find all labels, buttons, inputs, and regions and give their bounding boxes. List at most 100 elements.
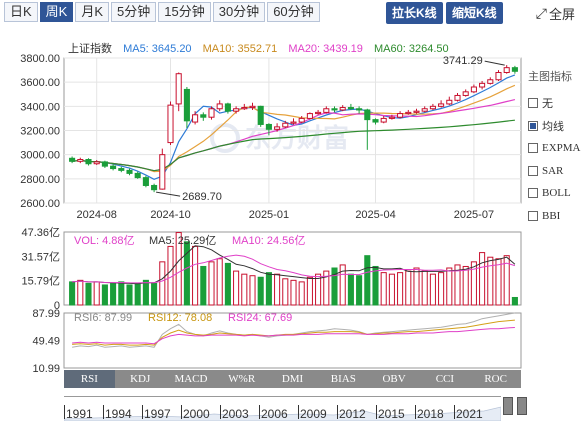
candle-body [315, 111, 322, 115]
tab-kdj[interactable]: KDJ [130, 373, 151, 385]
candle [216, 100, 223, 112]
timeline-tick [337, 405, 338, 419]
indicator-boll[interactable]: BOLL [528, 182, 583, 205]
candle-body [479, 82, 486, 88]
y-tick-label: 2800.00 [20, 174, 60, 186]
candle-body [93, 161, 100, 165]
volume-bar [347, 273, 354, 306]
candle [323, 106, 330, 114]
tab-day[interactable]: 日K [4, 2, 38, 22]
volume-bar [134, 282, 141, 306]
candle-body [159, 154, 166, 190]
volume-bar [446, 267, 453, 306]
candle-body [397, 113, 404, 118]
candle-body [69, 157, 76, 162]
tab-dmi[interactable]: DMI [281, 373, 304, 385]
shorten-candle-button[interactable]: 缩短K线 [446, 2, 503, 24]
indicator-bbi[interactable]: BBI [528, 205, 583, 228]
candle [77, 157, 84, 164]
candle [208, 106, 215, 120]
volume-bar [93, 281, 100, 306]
x-tick-label: 2024-08 [77, 209, 117, 221]
volume-bar [265, 272, 272, 306]
candle-body [388, 116, 395, 119]
candle [470, 84, 477, 94]
candle [306, 112, 313, 120]
rsi-line-rsi6 [72, 312, 515, 348]
volume-bar [142, 279, 149, 306]
candle [397, 111, 404, 119]
fullscreen-button[interactable]: ⤢ 全屏 [536, 4, 575, 23]
volume-bar [126, 284, 133, 306]
candle [282, 120, 289, 129]
timeline-sparkline [64, 406, 501, 421]
tab-30min[interactable]: 30分钟 [212, 2, 266, 22]
candle-body [413, 110, 420, 113]
tab-5min[interactable]: 5分钟 [111, 2, 157, 22]
candle [167, 101, 174, 145]
volume-bar [224, 262, 231, 306]
candle-body [306, 113, 313, 119]
timeline-right-handle[interactable] [517, 397, 527, 415]
candle [315, 109, 322, 115]
candle-body [421, 108, 428, 112]
tab-macd[interactable]: MACD [174, 373, 208, 385]
min-annotation: 2689.70 [182, 191, 222, 203]
candle [151, 183, 158, 193]
history-timeline[interactable]: 1991 1994 1997 2000 2003 2006 2009 2012 2015 2018… [64, 396, 501, 421]
timeline-left-handle[interactable] [503, 397, 513, 415]
candle-body [511, 67, 518, 72]
timeline-year-label: 2000 [183, 407, 210, 421]
tab-bias[interactable]: BIAS [330, 373, 356, 385]
candle [511, 65, 518, 74]
tab-week[interactable]: 周K [39, 2, 74, 22]
candle-body [372, 119, 379, 123]
volume-bar [175, 232, 182, 306]
candle-body [405, 111, 412, 115]
volume-bar [503, 255, 510, 306]
tab-roc[interactable]: ROC [484, 373, 507, 385]
candle-body [77, 159, 84, 162]
volume-bar [323, 270, 330, 306]
tab-15min[interactable]: 15分钟 [158, 2, 211, 22]
timeline-tick [181, 405, 182, 419]
candle-body [257, 105, 264, 125]
indicator-expma[interactable]: EXPMA [528, 137, 583, 160]
candle-body [487, 79, 494, 84]
tab-month[interactable]: 月K [75, 2, 110, 22]
indicator-none[interactable]: 无 [528, 92, 583, 115]
rsi-chart-frame [63, 312, 522, 369]
tab-60min[interactable]: 60分钟 [267, 2, 320, 22]
candle-body [290, 121, 297, 124]
candle [429, 103, 436, 110]
candle-body [208, 108, 215, 118]
indicator-label: EXPMA [542, 142, 581, 155]
indicator-sar[interactable]: SAR [528, 160, 583, 183]
candle-body [110, 165, 117, 170]
tab-rsi[interactable]: RSI [64, 370, 115, 388]
candle [446, 96, 453, 106]
tab-cci[interactable]: CCI [435, 373, 455, 385]
candle [421, 106, 428, 113]
watermark-logo: 东方财富 [210, 123, 349, 154]
vol-ma10-line [72, 254, 516, 284]
timeline-year-label: 2003 [222, 407, 249, 421]
volume-bar [339, 264, 346, 306]
x-tick-label: 2025-04 [355, 209, 395, 221]
tab-obv[interactable]: OBV [382, 373, 406, 385]
volume-bar [274, 273, 281, 306]
indicator-ma[interactable]: 均线 [528, 115, 583, 138]
stretch-candle-button[interactable]: 拉长K线 [386, 2, 443, 24]
candle [183, 87, 190, 129]
main-legend: 上证指数 MA5: 3645.20 MA10: 3552.71 MA20: 34… [68, 40, 457, 56]
candle [462, 89, 469, 97]
candle-body [347, 107, 354, 110]
tab-wr[interactable]: W%R [228, 373, 256, 385]
candle-body [249, 105, 256, 109]
volume-bar [151, 282, 158, 306]
candle-body [167, 104, 174, 144]
volume-bar [454, 264, 461, 306]
ma20-legend: MA20: 3439.19 [288, 43, 363, 55]
timeline-year-label: 2006 [261, 407, 288, 421]
volume-bar [257, 276, 264, 306]
